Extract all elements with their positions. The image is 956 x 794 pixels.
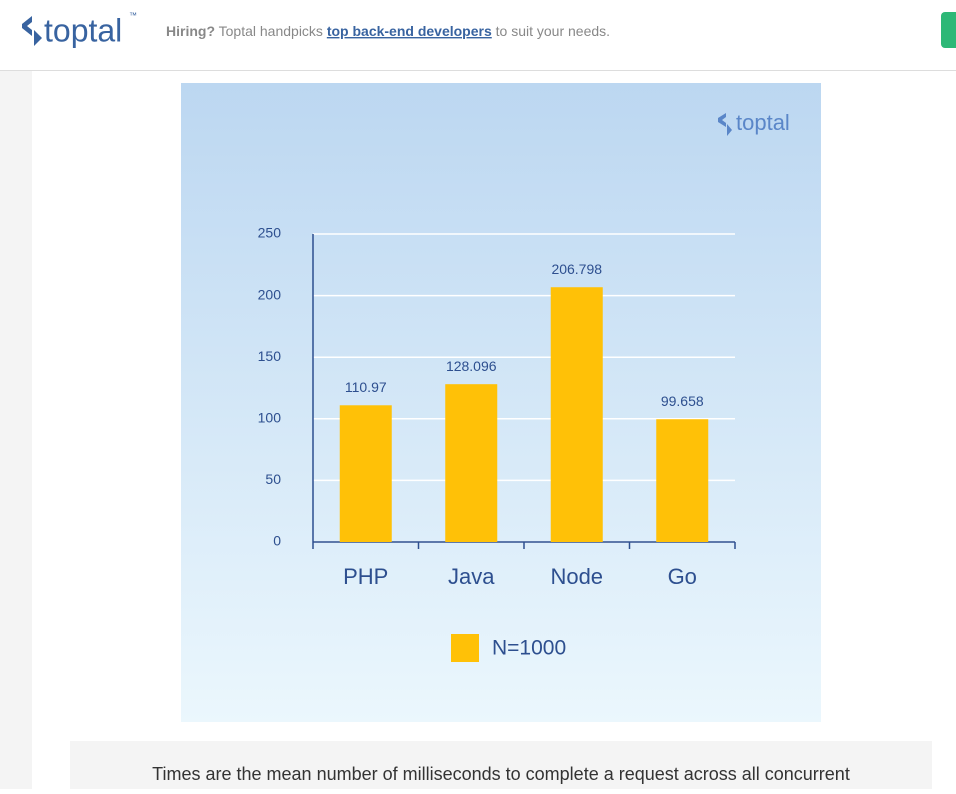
- data-label: 110.97: [345, 379, 387, 395]
- logo-icon[interactable]: [22, 16, 42, 46]
- watermark-icon: [718, 113, 732, 136]
- chart-image: [181, 83, 821, 722]
- y-tick-label: 200: [258, 286, 282, 302]
- button[interactable]: [941, 12, 956, 48]
- x-tick-label: Node: [550, 564, 603, 589]
- bar: [445, 384, 498, 542]
- bar: [656, 419, 709, 542]
- hiring: Hiring?: [166, 23, 215, 39]
- data-label: 99.658: [661, 393, 704, 409]
- y-tick-label: 0: [273, 533, 281, 549]
- header: [0, 0, 956, 70]
- y-tick-label: 150: [258, 348, 282, 364]
- data-label: 128.096: [446, 358, 497, 374]
- y-tick-label: 250: [258, 225, 282, 241]
- caption-box: [70, 741, 932, 789]
- y-tick-label: 100: [258, 410, 282, 426]
- x-tick-label: Go: [668, 564, 697, 589]
- watermark: toptal: [736, 110, 790, 135]
- legend-swatch: [451, 634, 479, 662]
- caption: Times are the mean number of millisecond…: [152, 764, 850, 784]
- x-tick-label: PHP: [343, 564, 388, 589]
- logo[interactable]: toptal: [44, 12, 122, 48]
- x-tick-label: Java: [448, 564, 495, 589]
- text-before: Toptal handpicks: [219, 23, 323, 39]
- trademark: ™: [129, 11, 137, 20]
- y-tick-label: 50: [265, 471, 281, 487]
- text-after: to suit your needs.: [496, 23, 610, 39]
- link[interactable]: top back-end developers: [327, 23, 492, 39]
- bar: [550, 287, 603, 542]
- plot: 0 50 100 150 200 250 PHP 110.97 Java 128.096 Node 2…: [258, 225, 736, 662]
- data-label: 206.798: [551, 261, 602, 277]
- hiring-line: Hiring? Toptal handpicks top back-end de…: [166, 23, 610, 39]
- bar: [339, 405, 392, 542]
- legend-label: N=1000: [492, 637, 566, 660]
